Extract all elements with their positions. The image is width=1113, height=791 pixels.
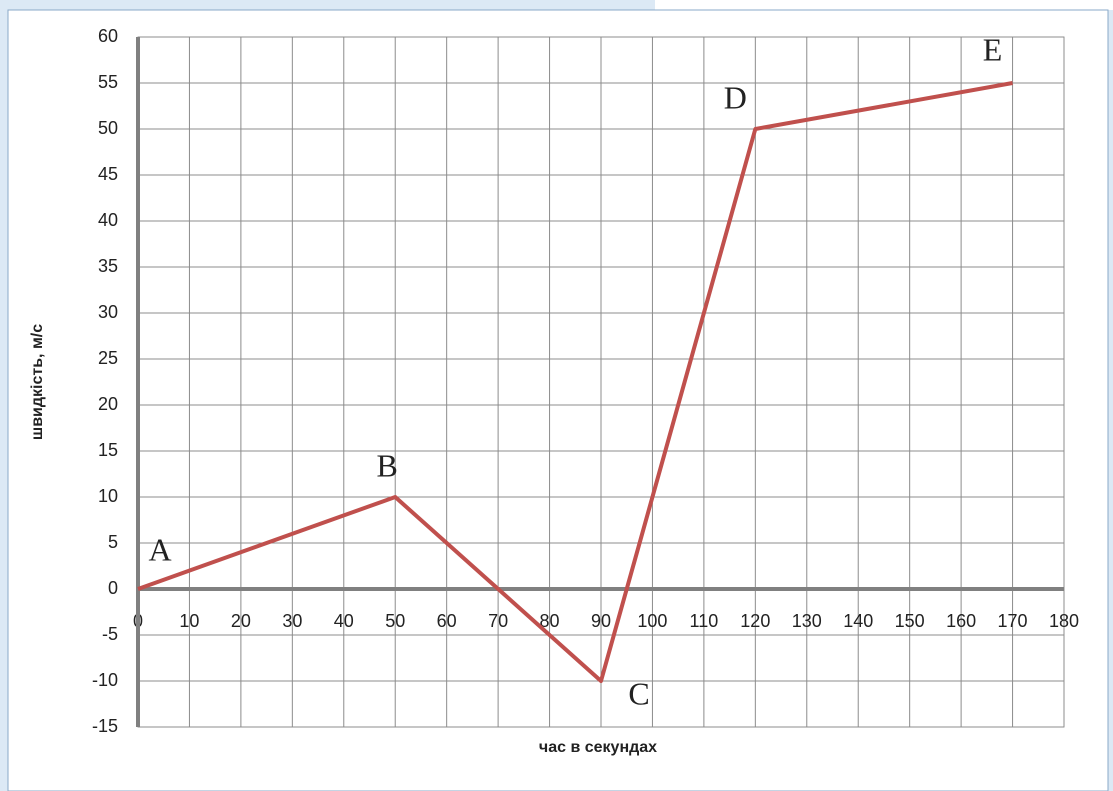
y-tick-label: -10 (92, 670, 118, 690)
y-tick-label: 60 (98, 26, 118, 46)
y-tick-label: 50 (98, 118, 118, 138)
x-tick-label: 180 (1049, 611, 1079, 631)
x-tick-label: 20 (231, 611, 251, 631)
x-tick-label: 70 (488, 611, 508, 631)
point-label: A (148, 531, 171, 567)
y-tick-label: 35 (98, 256, 118, 276)
y-tick-label: 30 (98, 302, 118, 322)
point-label: E (983, 31, 1003, 67)
y-tick-label: -5 (102, 624, 118, 644)
y-tick-label: 40 (98, 210, 118, 230)
x-tick-label: 140 (843, 611, 873, 631)
x-tick-label: 160 (946, 611, 976, 631)
point-label: C (628, 675, 649, 711)
data-line (137, 81, 1013, 683)
x-tick-label: 80 (540, 611, 560, 631)
x-tick-label: 120 (740, 611, 770, 631)
x-tick-label: 40 (334, 611, 354, 631)
x-tick-label: 110 (690, 611, 719, 631)
y-tick-label: 5 (108, 532, 118, 552)
y-tick-label: 0 (108, 578, 118, 598)
y-tick-label: 10 (98, 486, 118, 506)
x-tick-label: 150 (895, 611, 925, 631)
y-tick-label: 55 (98, 72, 118, 92)
chart-area (7, 9, 1109, 791)
y-tick-label: -15 (92, 716, 118, 736)
x-axis-title: час в секундах (539, 739, 657, 756)
frame-top (655, 0, 1113, 10)
x-tick-label: 50 (385, 611, 405, 631)
x-tick-label: 130 (792, 611, 822, 631)
y-tick-label: 25 (98, 348, 118, 368)
x-tick-label: 170 (998, 611, 1028, 631)
y-tick-label: 15 (98, 440, 118, 460)
y-tick-label: 45 (98, 164, 118, 184)
y-axis-title: швидкість, м/с (29, 324, 46, 440)
x-tick-label: 100 (637, 611, 667, 631)
x-tick-label: 30 (282, 611, 302, 631)
point-label: B (377, 447, 398, 483)
x-tick-label: 90 (591, 611, 611, 631)
x-tick-label: 10 (179, 611, 199, 631)
point-label: D (724, 79, 747, 115)
x-tick-label: 60 (437, 611, 457, 631)
y-tick-label: 20 (98, 394, 118, 414)
